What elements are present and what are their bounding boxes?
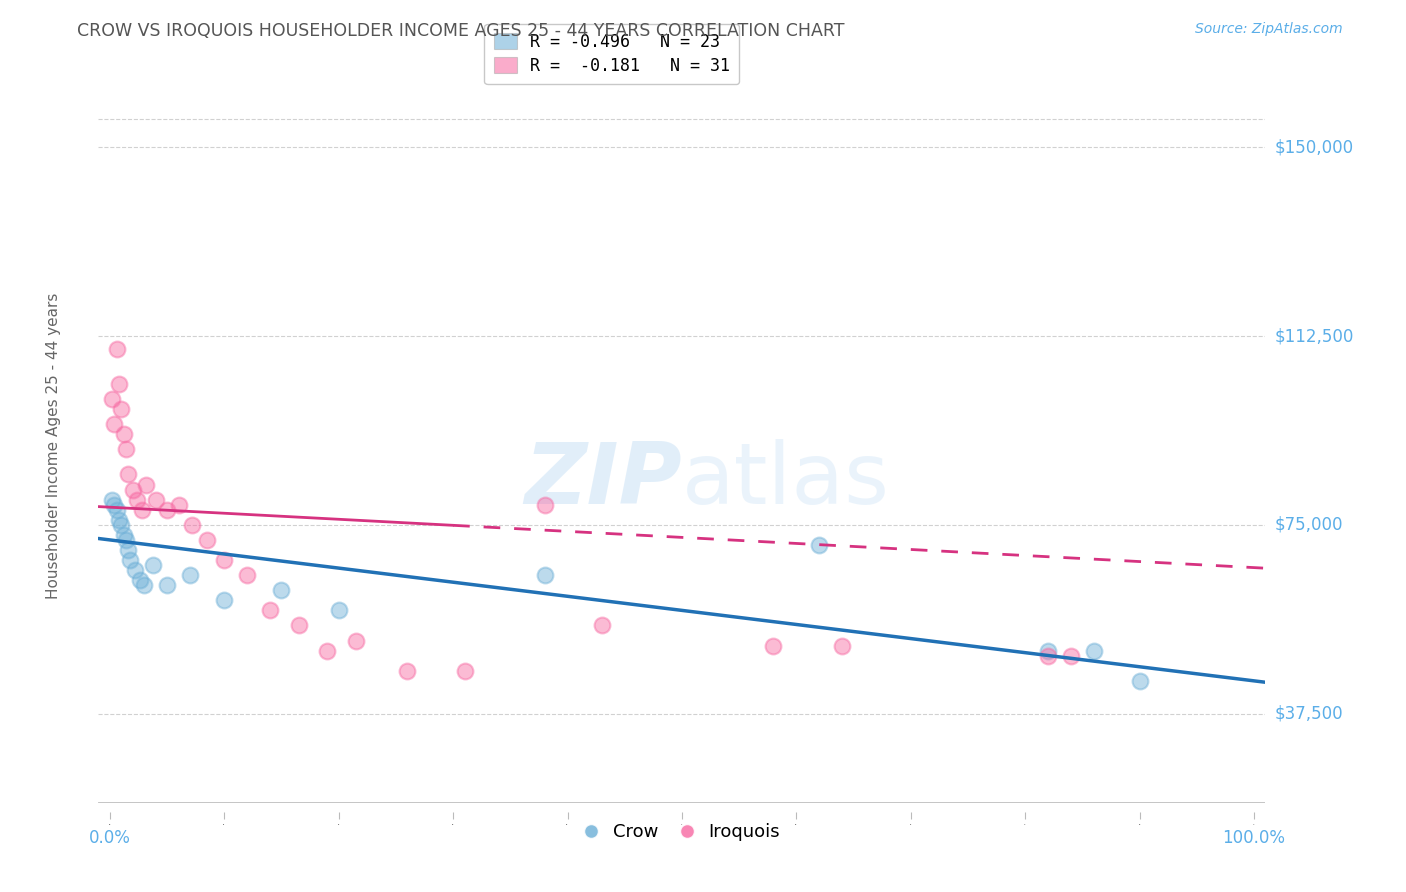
Text: $112,500: $112,500: [1275, 327, 1354, 345]
Point: [533, 498, 555, 512]
Point: [112, 427, 135, 442]
Point: [214, 553, 236, 567]
Text: atlas: atlas: [682, 439, 890, 522]
Point: [808, 538, 831, 552]
Legend: Crow, Iroquois: Crow, Iroquois: [576, 816, 787, 848]
Point: [533, 568, 555, 582]
Point: [120, 553, 142, 567]
Text: $75,000: $75,000: [1275, 516, 1343, 533]
Point: [117, 543, 139, 558]
Point: [110, 517, 132, 532]
Point: [117, 467, 139, 482]
Point: [115, 442, 138, 457]
Point: [103, 417, 125, 431]
Point: [179, 568, 201, 582]
Point: [105, 502, 128, 516]
Point: [105, 342, 128, 356]
Text: 100.0%: 100.0%: [1222, 830, 1285, 847]
Point: [453, 664, 475, 678]
Point: [127, 492, 149, 507]
Point: [328, 603, 350, 617]
Text: ZIP: ZIP: [524, 439, 682, 522]
Point: [121, 483, 143, 497]
Point: [1128, 673, 1150, 688]
Point: [259, 603, 281, 617]
Point: [128, 573, 150, 587]
Text: Householder Income Ages 25 - 44 years: Householder Income Ages 25 - 44 years: [46, 293, 60, 599]
Point: [135, 477, 157, 491]
Point: [1060, 648, 1083, 663]
Text: CROW VS IROQUOIS HOUSEHOLDER INCOME AGES 25 - 44 YEARS CORRELATION CHART: CROW VS IROQUOIS HOUSEHOLDER INCOME AGES…: [77, 22, 845, 40]
Point: [110, 402, 132, 417]
Point: [103, 498, 125, 512]
Text: Source: ZipAtlas.com: Source: ZipAtlas.com: [1195, 22, 1343, 37]
Point: [145, 492, 167, 507]
Point: [124, 563, 146, 577]
Point: [396, 664, 419, 678]
Point: [156, 502, 179, 516]
Point: [101, 392, 124, 406]
Point: [112, 528, 135, 542]
Point: [344, 633, 367, 648]
Point: [1036, 643, 1059, 657]
Point: [270, 583, 292, 598]
Point: [195, 533, 218, 547]
Point: [316, 643, 339, 657]
Point: [831, 639, 853, 653]
Point: [108, 513, 131, 527]
Text: $150,000: $150,000: [1275, 138, 1354, 156]
Point: [142, 558, 165, 573]
Point: [101, 492, 124, 507]
Point: [287, 618, 309, 632]
Point: [181, 517, 204, 532]
Point: [236, 568, 259, 582]
Text: $37,500: $37,500: [1275, 705, 1343, 723]
Text: 0.0%: 0.0%: [89, 830, 131, 847]
Point: [762, 639, 785, 653]
Point: [167, 498, 190, 512]
Point: [131, 502, 153, 516]
Point: [214, 593, 236, 607]
Point: [108, 376, 131, 391]
Point: [134, 578, 156, 592]
Point: [115, 533, 138, 547]
Point: [156, 578, 179, 592]
Point: [1036, 648, 1059, 663]
Point: [591, 618, 613, 632]
Point: [1083, 643, 1105, 657]
